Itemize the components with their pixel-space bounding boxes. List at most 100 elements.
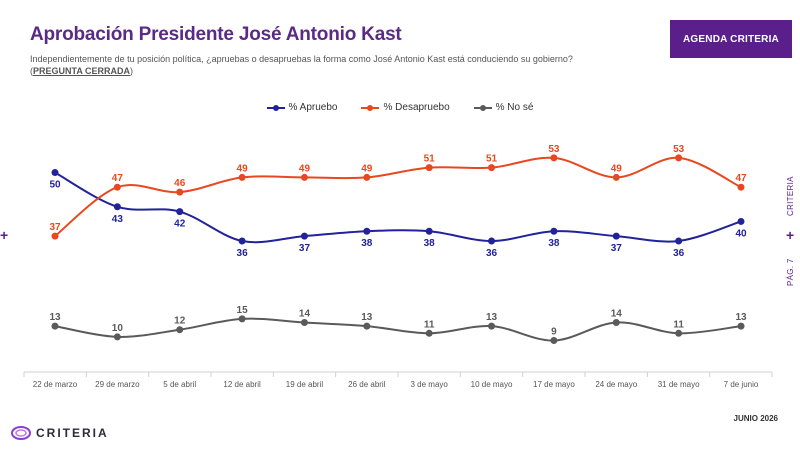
x-tick-label: 19 de abril bbox=[286, 380, 324, 389]
x-tick-label: 24 de mayo bbox=[595, 380, 637, 389]
left-plus-mark: + bbox=[0, 227, 9, 243]
series-line-desapruebo bbox=[54, 156, 742, 237]
x-tick-label: 17 de mayo bbox=[533, 380, 575, 389]
criteria-logo-text: CRITERIA bbox=[36, 426, 109, 440]
data-label-desapruebo: 49 bbox=[299, 163, 311, 174]
data-point-apruebo bbox=[550, 227, 558, 235]
data-point-desapruebo bbox=[737, 183, 745, 191]
data-point-desapruebo bbox=[51, 232, 59, 240]
data-label-apruebo: 36 bbox=[237, 248, 249, 259]
legend-marker-desapruebo bbox=[361, 104, 380, 111]
series-line-apruebo bbox=[54, 171, 742, 244]
data-label-no-se: 13 bbox=[361, 312, 373, 323]
data-point-desapruebo bbox=[113, 183, 121, 191]
question-type: PREGUNTA CERRADA bbox=[33, 65, 131, 76]
data-label-no-se: 9 bbox=[551, 327, 557, 338]
legend-label-apruebo: % Apruebo bbox=[288, 102, 338, 113]
data-point-no-se bbox=[51, 322, 59, 330]
data-label-apruebo: 36 bbox=[486, 248, 498, 259]
data-label-apruebo: 38 bbox=[361, 238, 373, 249]
data-point-desapruebo bbox=[488, 164, 496, 172]
data-label-desapruebo: 49 bbox=[237, 163, 249, 174]
x-tick-label: 7 de junio bbox=[724, 380, 759, 389]
data-label-desapruebo: 46 bbox=[174, 178, 186, 189]
data-label-apruebo: 36 bbox=[673, 248, 685, 259]
data-point-no-se bbox=[113, 333, 121, 341]
data-label-desapruebo: 53 bbox=[673, 144, 685, 155]
x-tick-label: 3 de mayo bbox=[411, 380, 449, 389]
data-label-apruebo: 43 bbox=[112, 214, 124, 225]
data-point-apruebo bbox=[425, 227, 433, 235]
data-point-apruebo bbox=[612, 232, 620, 240]
data-label-desapruebo: 47 bbox=[735, 173, 747, 184]
data-point-no-se bbox=[238, 315, 246, 323]
data-point-no-se bbox=[425, 329, 433, 337]
page-title: Aprobación Presidente José Antonio Kast bbox=[30, 24, 402, 45]
data-point-apruebo bbox=[363, 227, 371, 235]
data-label-no-se: 10 bbox=[112, 323, 124, 334]
data-point-apruebo bbox=[176, 208, 184, 216]
chart-legend: % Apruebo % Desapruebo % No sé bbox=[0, 102, 800, 113]
data-label-no-se: 14 bbox=[299, 309, 311, 320]
x-tick-label: 31 de mayo bbox=[658, 380, 700, 389]
data-label-apruebo: 38 bbox=[548, 238, 560, 249]
question-end: ) bbox=[130, 65, 134, 76]
legend-marker-apruebo bbox=[266, 104, 285, 111]
data-point-desapruebo bbox=[612, 173, 620, 181]
data-point-no-se bbox=[550, 337, 558, 344]
criteria-logo-icon bbox=[11, 426, 31, 440]
data-label-desapruebo: 51 bbox=[424, 154, 436, 165]
data-point-desapruebo bbox=[550, 154, 558, 162]
x-tick-label: 22 de marzo bbox=[33, 380, 78, 389]
legend-item-no-se: % No sé bbox=[473, 102, 533, 113]
x-tick-label: 29 de marzo bbox=[95, 380, 140, 389]
question-main: Independientemente de tu posición políti… bbox=[30, 54, 573, 76]
x-tick-label: 12 de abril bbox=[223, 380, 261, 389]
report-date: JUNIO 2026 bbox=[733, 414, 778, 423]
data-point-desapruebo bbox=[425, 164, 433, 172]
agenda-badge: AGENDA CRITERIA bbox=[670, 20, 792, 58]
data-label-no-se: 13 bbox=[735, 312, 747, 323]
data-point-desapruebo bbox=[363, 173, 371, 181]
data-point-apruebo bbox=[113, 203, 121, 211]
data-point-no-se bbox=[176, 326, 184, 334]
data-point-no-se bbox=[675, 329, 683, 337]
data-point-desapruebo bbox=[300, 173, 308, 181]
question-text: Independientemente de tu posición políti… bbox=[30, 54, 590, 77]
legend-item-desapruebo: % Desapruebo bbox=[361, 102, 450, 113]
data-label-desapruebo: 51 bbox=[486, 154, 498, 165]
data-point-apruebo bbox=[675, 237, 683, 245]
series-line-no-se bbox=[54, 317, 742, 342]
data-label-apruebo: 40 bbox=[735, 228, 747, 239]
data-point-desapruebo bbox=[176, 188, 184, 196]
data-label-apruebo: 38 bbox=[424, 238, 436, 249]
data-point-apruebo bbox=[488, 237, 496, 245]
x-tick-label: 10 de mayo bbox=[471, 380, 513, 389]
data-point-apruebo bbox=[51, 169, 59, 177]
data-label-no-se: 14 bbox=[611, 309, 623, 320]
data-label-desapruebo: 37 bbox=[49, 222, 61, 233]
data-point-desapruebo bbox=[675, 154, 683, 162]
data-point-no-se bbox=[488, 322, 496, 330]
data-label-desapruebo: 49 bbox=[611, 163, 623, 174]
data-point-no-se bbox=[300, 319, 308, 326]
data-label-no-se: 13 bbox=[49, 312, 61, 323]
data-label-no-se: 12 bbox=[174, 316, 186, 327]
data-point-apruebo bbox=[737, 217, 745, 225]
data-label-no-se: 11 bbox=[424, 319, 435, 330]
legend-label-desapruebo: % Desapruebo bbox=[383, 102, 450, 113]
data-label-desapruebo: 53 bbox=[548, 144, 560, 155]
data-point-apruebo bbox=[300, 232, 308, 240]
criteria-logo: CRITERIA bbox=[10, 425, 109, 441]
data-point-no-se bbox=[737, 322, 745, 330]
page-number-label: PÁG. 7 bbox=[786, 258, 795, 286]
data-point-apruebo bbox=[238, 237, 246, 245]
data-label-desapruebo: 47 bbox=[112, 173, 124, 184]
data-point-desapruebo bbox=[238, 173, 246, 181]
x-tick-label: 26 de abril bbox=[348, 380, 386, 389]
data-label-apruebo: 37 bbox=[611, 243, 623, 254]
legend-marker-no-se bbox=[473, 104, 492, 111]
legend-item-apruebo: % Apruebo bbox=[266, 102, 338, 113]
x-tick-label: 5 de abril bbox=[163, 380, 196, 389]
